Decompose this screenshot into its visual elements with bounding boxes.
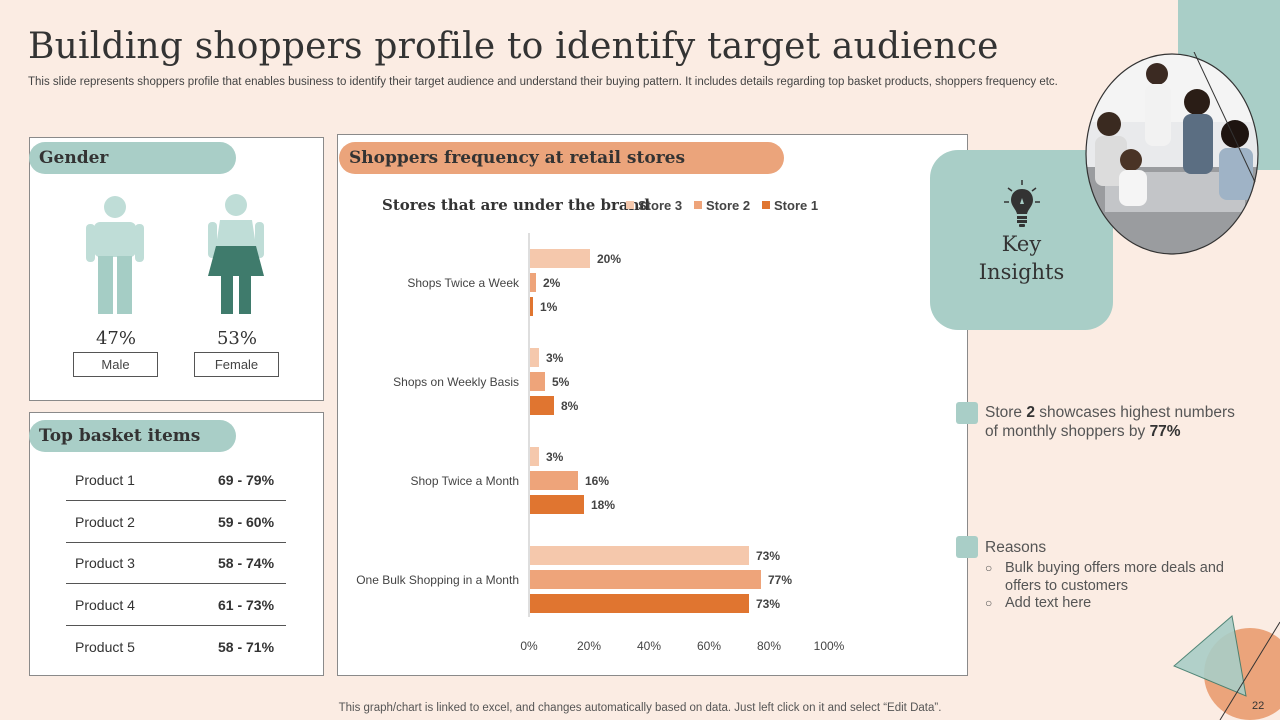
product-value: 59 - 60% [218, 514, 275, 530]
page-number: 22 [1252, 700, 1265, 712]
page-title: Building shoppers profile to identify ta… [28, 26, 999, 67]
legend-title: Stores that are under the brand [382, 196, 651, 214]
product-name: Product 2 [75, 514, 135, 530]
male-person-icon [86, 196, 144, 314]
data-label: 73% [756, 597, 780, 611]
chart-plot: Shops Twice a Week 20% 2% 1% Shops on Weekly… [356, 233, 845, 653]
bar [530, 495, 584, 514]
legend-swatch [626, 201, 634, 209]
corner-shapes-decoration [1173, 615, 1280, 720]
product-name: Product 3 [75, 555, 135, 571]
female-person-icon [208, 194, 264, 314]
bar [530, 396, 554, 415]
x-tick-label: 100% [814, 639, 845, 653]
data-label: 16% [585, 474, 609, 488]
data-label: 5% [552, 375, 570, 389]
category-label: One Bulk Shopping in a Month [356, 573, 519, 587]
legend-swatch [694, 201, 702, 209]
frequency-heading: Shoppers frequency at retail stores [339, 142, 784, 174]
product-name: Product 1 [75, 472, 135, 488]
male-label: Male [73, 352, 158, 377]
team-photo [1085, 52, 1259, 255]
female-label: Female [194, 352, 279, 377]
bar [530, 372, 545, 391]
footer-note: This graph/chart is linked to excel, and… [338, 702, 942, 714]
insight-1-marker [956, 402, 978, 424]
product-name: Product 5 [75, 639, 135, 655]
product-row: Product 4 61 - 73% [66, 585, 286, 626]
male-percentage: 47% [95, 328, 136, 349]
category-label: Shops Twice a Week [407, 276, 520, 290]
key-insights-title: Key Insights [978, 232, 1065, 284]
data-label: 2% [543, 276, 561, 290]
bar [530, 447, 539, 466]
legend-swatch [762, 201, 770, 209]
x-tick-label: 0% [520, 639, 538, 653]
insight-2-marker [956, 536, 978, 558]
product-value: 58 - 74% [218, 555, 275, 571]
data-label: 8% [561, 399, 579, 413]
insight-2-heading: Reasons [985, 539, 1047, 556]
product-value: 61 - 73% [218, 597, 275, 613]
product-row: Product 2 59 - 60% [66, 502, 286, 543]
female-percentage: 53% [216, 328, 257, 349]
x-tick-label: 80% [757, 639, 781, 653]
product-name: Product 4 [75, 597, 135, 613]
bar [530, 348, 539, 367]
data-label: 3% [546, 351, 564, 365]
x-tick-label: 60% [697, 639, 721, 653]
data-label: 3% [546, 450, 564, 464]
basket-heading: Top basket items [29, 420, 236, 452]
data-label: 1% [540, 300, 558, 314]
page-subtitle: This slide represents shoppers profile t… [28, 76, 1058, 88]
lightbulb-icon [1004, 180, 1040, 227]
bar [530, 471, 578, 490]
insight-bullet: ○ Bulk buying offers more deals and offer… [985, 560, 1224, 594]
product-value: 69 - 79% [218, 472, 275, 488]
product-row: Product 5 58 - 71% [66, 627, 286, 668]
insight-1-text: Store 2 showcases highest numbers of mon… [985, 404, 1235, 440]
data-label: 77% [768, 573, 792, 587]
bar [530, 273, 536, 292]
bar [530, 249, 590, 268]
gender-heading: Gender [29, 142, 236, 174]
x-tick-label: 40% [637, 639, 661, 653]
x-tick-label: 20% [577, 639, 601, 653]
data-label: 20% [597, 252, 621, 266]
legend-entry: Store 1 [774, 198, 818, 213]
bar [530, 546, 749, 565]
bar [530, 594, 749, 613]
legend-entry: Store 2 [706, 198, 750, 213]
legend-entry: Store 3 [638, 198, 682, 213]
category-label: Shop Twice a Month [410, 474, 519, 488]
data-label: 73% [756, 549, 780, 563]
product-row: Product 1 69 - 79% [66, 460, 286, 501]
bar [530, 570, 761, 589]
product-row: Product 3 58 - 74% [66, 543, 286, 584]
data-label: 18% [591, 498, 615, 512]
bar [530, 297, 533, 316]
category-label: Shops on Weekly Basis [393, 375, 519, 389]
insight-bullet: ○ Add text here [985, 595, 1092, 611]
product-value: 58 - 71% [218, 639, 275, 655]
basket-panel: Product 1 69 - 79% Product 2 59 - 60% Pr… [29, 412, 324, 676]
